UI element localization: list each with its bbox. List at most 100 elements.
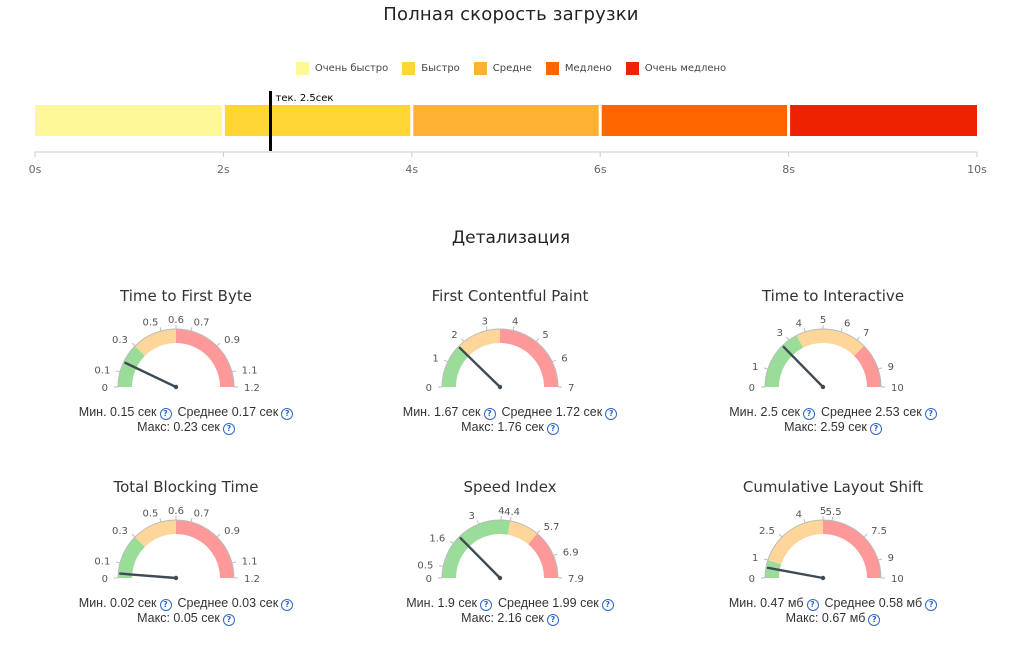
- gauge-tick-label: 0.9: [224, 526, 240, 537]
- legend-swatch: [545, 62, 559, 75]
- legend-label: Медлено: [564, 63, 612, 74]
- gauge-tick: [786, 336, 790, 341]
- stat-min: Мин. 1.9 сек: [406, 596, 478, 610]
- legend-item-very-fast[interactable]: Очень быстро: [295, 62, 388, 75]
- stat-max: Макс: 0.05 сек: [137, 611, 220, 625]
- gauge-tick: [131, 342, 136, 347]
- gauge-tick: [216, 342, 221, 347]
- help-icon[interactable]: ?: [546, 614, 559, 626]
- gauge-tick: [553, 553, 558, 556]
- help-icon[interactable]: ?: [601, 599, 614, 611]
- legend-item-slow[interactable]: Медлено: [545, 62, 612, 75]
- legend-item-fast[interactable]: Быстро: [402, 62, 460, 75]
- gauge-tick: [439, 565, 444, 568]
- help-icon[interactable]: ?: [222, 614, 235, 626]
- gauge-stats: Мин. 0.02 сек? Среднее 0.03 сек? Макс: 0.…: [36, 596, 336, 626]
- gauge-title: Time to First Byte: [120, 287, 252, 305]
- gauge-tick-label: 9: [888, 362, 894, 373]
- gauge-tick-label: 0.1: [94, 365, 110, 376]
- legend-item-medium[interactable]: Средне: [473, 62, 532, 75]
- gauge-tick-label: 4: [796, 318, 802, 329]
- gauge-tick: [535, 338, 540, 342]
- gauge-tick-label: 1.2: [244, 383, 260, 394]
- gauge-band: [854, 345, 881, 387]
- speed-bar-segment[interactable]: [601, 105, 788, 136]
- gauge-tick: [115, 370, 121, 373]
- help-icon[interactable]: ?: [546, 423, 559, 435]
- speed-chart-title: Полная скорость загрузки: [383, 4, 639, 25]
- gauge-tick-label: 10: [891, 383, 904, 394]
- gauge-tick-label: 0.3: [112, 335, 128, 346]
- gauge-band: [765, 335, 804, 387]
- stat-max: Макс: 2.59 сек: [784, 420, 867, 434]
- gauge-card-speed-index: Speed Index 0 0.5 1.6 3 4 4.4 5.7 6.9 7.9 Мин. 1…: [360, 476, 660, 626]
- speed-bar-segment[interactable]: [413, 105, 599, 136]
- gauge-tick-label: 1.2: [244, 574, 260, 585]
- help-icon[interactable]: ?: [480, 599, 493, 611]
- gauge-tick: [840, 327, 843, 332]
- marker-label: тек. 2.5сек: [276, 93, 334, 104]
- gauge-needle: [124, 361, 178, 389]
- gauge-tick-label: 1: [432, 353, 438, 364]
- x-tick-label: 8s: [782, 163, 795, 176]
- gauge-card-tti: Time to Interactive 0 1 3 4 5 6 7 9 10 Мин. 2.5 …: [683, 285, 983, 435]
- gauge-tick: [831, 516, 834, 521]
- gauge-title: Speed Index: [463, 478, 557, 496]
- gauge-title: Total Blocking Time: [113, 478, 259, 496]
- gauge-tick: [216, 533, 221, 538]
- legend-label: Быстро: [421, 63, 460, 74]
- gauge-band: [134, 329, 176, 356]
- help-icon[interactable]: ?: [806, 599, 819, 611]
- help-icon[interactable]: ?: [159, 408, 172, 420]
- gauge-tick-label: 0: [749, 574, 755, 585]
- gauge-tick-label: 6: [844, 318, 850, 329]
- gauge-tick-label: 9: [888, 553, 894, 564]
- help-icon[interactable]: ?: [605, 408, 618, 420]
- gauge-tick: [763, 558, 768, 561]
- gauge-tick-label: 1.1: [242, 556, 258, 567]
- x-tick-label: 6s: [594, 163, 607, 176]
- help-icon[interactable]: ?: [925, 599, 938, 611]
- stat-avg: Среднее 2.53 сек: [821, 405, 922, 419]
- gauge-tick-label: 7.9: [568, 574, 584, 585]
- stat-min: Мин. 0.47 мб: [728, 596, 804, 610]
- gauge-card-fcp: First Contentful Paint 0 1 2 3 4 5 6 7 Мин. 1.6…: [360, 285, 660, 435]
- speed-bar-segment[interactable]: [790, 105, 977, 136]
- gauge-tick: [552, 359, 557, 363]
- legend-swatch: [295, 62, 309, 75]
- gauge-tick-label: 0.5: [142, 508, 158, 519]
- gauge-tick: [159, 517, 162, 523]
- gauge-tick-label: 0.7: [194, 317, 210, 328]
- help-icon[interactable]: ?: [281, 408, 294, 420]
- speed-legend: Очень быстро Быстро Средне Медлено Очень…: [0, 62, 1022, 75]
- speed-bar-segment[interactable]: [224, 105, 411, 136]
- gauge-band: [507, 520, 538, 545]
- legend-item-very-slow[interactable]: Очень медлено: [625, 62, 726, 75]
- gauge-tick-label: 5.5: [826, 507, 842, 518]
- speed-bar-segment[interactable]: [35, 105, 222, 136]
- gauge-pivot: [497, 575, 503, 581]
- help-icon[interactable]: ?: [868, 614, 881, 626]
- help-icon[interactable]: ?: [803, 408, 816, 420]
- gauge-tick-label: 1.1: [242, 365, 258, 376]
- help-icon[interactable]: ?: [222, 423, 235, 435]
- gauge-tick-label: 0: [426, 574, 432, 585]
- gauge-tick: [803, 518, 806, 523]
- stat-avg: Среднее 0.58 мб: [824, 596, 923, 610]
- gauge-card-cls: Cumulative Layout Shift 0 1 2.5 4 5 5.5 7.5 9 10…: [683, 476, 983, 626]
- stat-avg: Среднее 0.17 сек: [177, 405, 279, 419]
- gauge-tick: [778, 533, 783, 538]
- gauge-tick: [536, 530, 541, 534]
- gauge-band: [767, 520, 823, 565]
- help-icon[interactable]: ?: [869, 423, 882, 435]
- help-icon[interactable]: ?: [159, 599, 172, 611]
- gauge-needle: [782, 345, 825, 389]
- gauge-stats: Мин. 1.9 сек? Среднее 1.99 сек? Макс: 2.1…: [360, 596, 660, 626]
- gauge-frame: [764, 328, 882, 388]
- help-icon[interactable]: ?: [924, 408, 937, 420]
- help-icon[interactable]: ?: [483, 408, 496, 420]
- help-icon[interactable]: ?: [281, 599, 294, 611]
- gauge-tick-label: 0.9: [224, 335, 240, 346]
- gauge-tick-label: 1.6: [429, 534, 445, 545]
- legend-swatch: [473, 62, 487, 75]
